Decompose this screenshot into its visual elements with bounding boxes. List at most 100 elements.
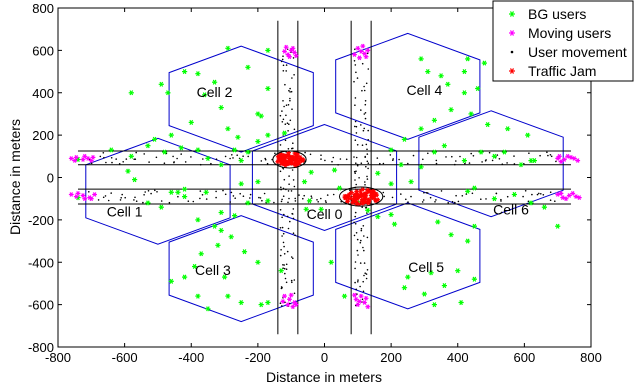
bg-user-point: [158, 81, 164, 87]
movement-point: [230, 191, 233, 194]
legend-label: User movement: [528, 44, 627, 60]
bg-user-point: [182, 193, 188, 200]
traffic-jam-point: [348, 196, 354, 201]
movement-point: [354, 281, 356, 284]
movement-point: [286, 250, 289, 253]
legend-entry: BG users: [509, 6, 586, 22]
bg-user-point: [455, 268, 461, 274]
moving-user-point: [557, 153, 562, 159]
movement-point: [288, 197, 290, 200]
movement-point: [353, 234, 356, 237]
movement-point: [354, 64, 357, 66]
movement-point: [285, 268, 288, 271]
movement-point: [550, 155, 553, 158]
movement-point: [284, 139, 287, 142]
movement-point: [236, 154, 238, 156]
moving-user-point: [85, 156, 91, 161]
movement-point: [285, 263, 288, 266]
bg-user-point: [511, 191, 517, 198]
movement-point: [361, 89, 363, 92]
y-tick-label: -400: [28, 255, 54, 270]
bg-user-point: [265, 47, 271, 53]
movement-point: [156, 191, 158, 193]
moving-user-point: [75, 191, 81, 196]
bg-user-point: [182, 68, 188, 75]
movement-point: [266, 162, 269, 165]
movement-point: [199, 197, 201, 200]
movement-point: [498, 158, 501, 160]
movement-point: [102, 196, 105, 199]
movement-point: [97, 199, 100, 201]
movement-point: [356, 163, 359, 166]
movement-point: [281, 110, 283, 112]
bg-user-point: [428, 270, 434, 276]
movement-point: [280, 249, 282, 251]
movement-point: [454, 163, 456, 166]
movement-point: [354, 261, 357, 263]
moving-user-point: [365, 304, 371, 310]
movement-point: [422, 199, 425, 201]
movement-point: [501, 163, 504, 165]
movement-point: [447, 202, 450, 204]
movement-point: [294, 200, 297, 202]
movement-point: [304, 151, 306, 154]
movement-point: [354, 139, 357, 141]
movement-point: [357, 279, 359, 281]
movement-point: [285, 281, 288, 284]
movement-point: [282, 118, 285, 121]
moving-user-point: [558, 159, 564, 164]
bg-user-point: [465, 238, 471, 244]
movement-point: [125, 158, 128, 160]
moving-user-point: [558, 191, 564, 196]
movement-point: [426, 192, 429, 194]
y-tick-label: 0: [47, 171, 54, 186]
x-tick-label: 600: [514, 350, 536, 365]
movement-point: [150, 192, 152, 195]
moving-user-point: [287, 54, 292, 60]
movement-point: [279, 170, 282, 173]
moving-user-point: [352, 52, 357, 57]
bg-user-point: [258, 113, 264, 119]
moving-user-point: [360, 43, 366, 49]
movement-point: [292, 217, 295, 220]
movement-point: [279, 114, 282, 117]
traffic-jam-point: [366, 200, 371, 206]
movement-point: [513, 163, 516, 165]
bg-user-point: [245, 64, 251, 70]
bg-user-point: [505, 126, 511, 132]
movement-point: [110, 157, 113, 159]
bg-user-point: [218, 162, 224, 168]
moving-user-point: [68, 156, 74, 161]
moving-user-point: [80, 193, 86, 198]
bg-user-point: [232, 213, 238, 219]
bg-user-point: [525, 132, 531, 138]
moving-user-point: [287, 296, 292, 302]
movement-point: [177, 195, 179, 198]
movement-point: [285, 70, 288, 72]
bg-user-point: [491, 153, 497, 159]
legend-entry: User movement: [510, 44, 627, 60]
moving-user-point: [92, 192, 97, 197]
moving-user-point: [570, 191, 576, 196]
bg-user-point: [255, 111, 261, 117]
legend-marker: [509, 11, 515, 17]
bg-user-point: [128, 90, 134, 96]
movement-point: [391, 196, 394, 199]
movement-point: [427, 152, 429, 155]
movement-point: [222, 189, 224, 192]
plot-area: [68, 20, 582, 335]
bg-user-point: [212, 79, 218, 85]
movement-point: [363, 127, 366, 130]
moving-users-points: [68, 43, 582, 310]
cell-hexagon-3: [168, 215, 314, 323]
movement-point: [289, 97, 291, 100]
moving-user-point: [353, 296, 359, 302]
legend-label: Traffic Jam: [528, 63, 596, 79]
bg-user-point: [278, 268, 284, 274]
movement-point: [285, 104, 288, 106]
movement-point: [281, 121, 284, 123]
movement-point: [435, 159, 438, 162]
y-tick-label: 800: [32, 1, 54, 16]
movement-point: [367, 129, 370, 132]
movement-point: [283, 267, 286, 270]
